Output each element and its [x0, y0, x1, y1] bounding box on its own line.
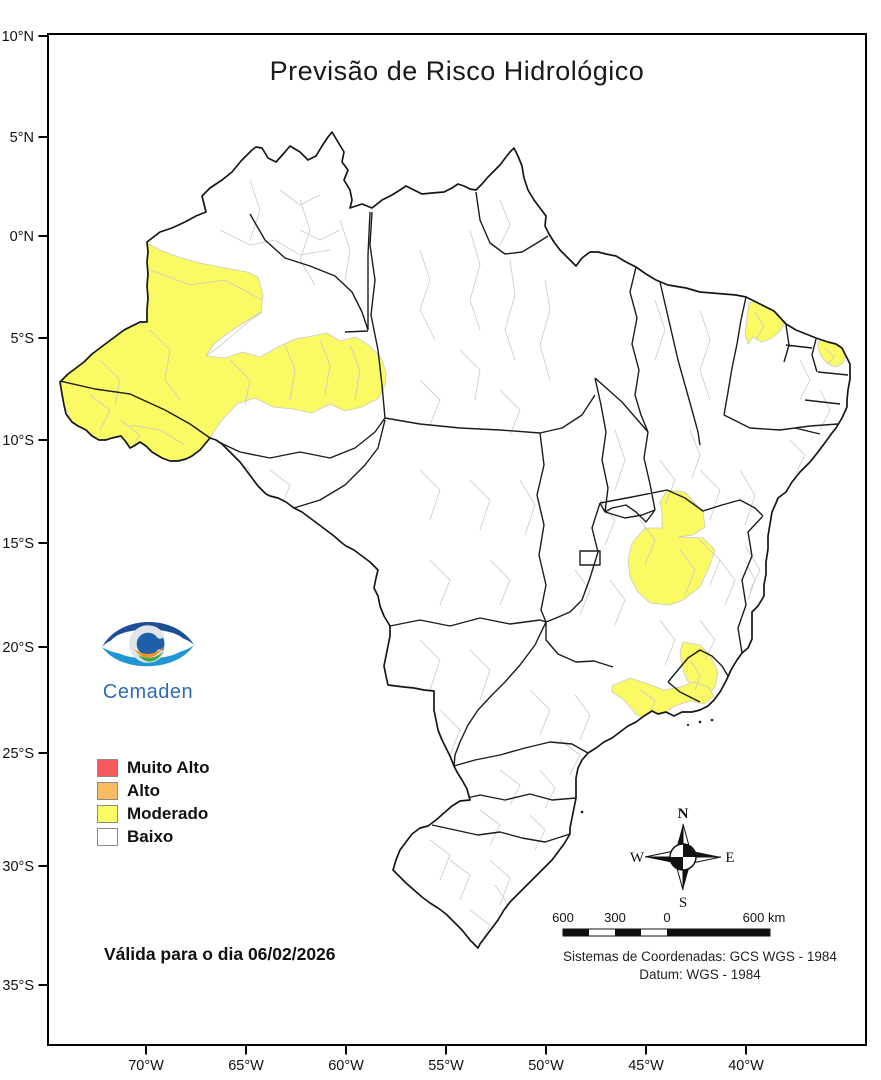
lon-tick-label: 65°W [228, 1058, 264, 1074]
risk-region-minas-gerais-central [627, 489, 716, 606]
scalebar-label: 600 km [743, 910, 786, 925]
lat-tick-label: 10°N [2, 29, 34, 45]
longitude-axis: 70°W 65°W 60°W 55°W 50°W 45°W 40°W [128, 1045, 764, 1074]
latitude-axis: 10°N 5°N 0°N 5°S 10°S 15°S 20°S 25°S 30°S 35°S [2, 29, 48, 994]
risk-legend: Muito Alto Alto Moderado Baixo [97, 756, 209, 848]
legend-label: Baixo [127, 826, 174, 846]
projection-note-line1: Sistemas de Coordenadas: GCS WGS - 1984 [563, 949, 837, 964]
municipal-boundaries [89, 179, 835, 948]
compass-n-label: N [678, 806, 689, 822]
compass-e-label: E [725, 850, 734, 866]
lon-tick-label: 55°W [428, 1058, 464, 1074]
lat-tick-label: 30°S [2, 859, 34, 875]
brazil-landmass [60, 132, 850, 948]
lon-tick-label: 45°W [628, 1058, 664, 1074]
scale-bar: 600 300 0 600 km [552, 910, 786, 937]
legend-label: Alto [127, 780, 161, 800]
compass-w-label: W [630, 850, 645, 866]
projection-note-line2: Datum: WGS - 1984 [639, 967, 761, 982]
lat-tick-label: 20°S [2, 640, 34, 656]
scalebar-label: 600 [552, 910, 574, 925]
lat-tick-label: 10°S [2, 433, 34, 449]
projection-note: Sistemas de Coordenadas: GCS WGS - 1984 … [470, 948, 881, 984]
lat-tick-label: 15°S [2, 536, 34, 552]
legend-row-alto: Alto [97, 779, 209, 802]
legend-label: Moderado [127, 803, 209, 823]
validity-note: Válida para o dia 06/02/2026 [104, 944, 336, 964]
legend-label: Muito Alto [127, 757, 210, 777]
scalebar-label: 300 [604, 910, 626, 925]
compass-s-label: S [679, 895, 687, 911]
lon-tick-label: 50°W [528, 1058, 564, 1074]
lon-tick-label: 40°W [728, 1058, 764, 1074]
legend-swatch-alto [97, 781, 118, 800]
cemaden-logo: Cemaden [96, 612, 200, 704]
legend-row-moderado: Moderado [97, 802, 209, 825]
lon-tick-label: 70°W [128, 1058, 164, 1074]
cemaden-logo-text: Cemaden [102, 681, 194, 703]
brazil-outline [59, 131, 851, 949]
compass-rose: N S W E [630, 806, 735, 911]
lat-tick-label: 5°S [10, 331, 34, 347]
legend-row-muito_alto: Muito Alto [97, 756, 209, 779]
coastal-islands [580, 718, 714, 814]
map-title: Previsão de Risco Hidrológico [269, 56, 645, 86]
lat-tick-label: 25°S [2, 746, 34, 762]
lat-tick-label: 0°N [10, 229, 34, 245]
lat-tick-label: 5°N [10, 130, 34, 146]
brazil-map [59, 131, 851, 949]
legend-row-baixo: Baixo [97, 825, 209, 848]
cemaden-logo-mark [102, 621, 194, 667]
legend-swatch-muito_alto [97, 758, 118, 777]
legend-swatch-baixo [97, 827, 118, 846]
lon-tick-label: 60°W [328, 1058, 364, 1074]
lat-tick-label: 35°S [2, 978, 34, 994]
state-boundaries [60, 191, 849, 843]
legend-swatch-moderado [97, 804, 118, 823]
scalebar-label: 0 [663, 910, 670, 925]
risk-region-sp-rj-coast [611, 677, 715, 723]
